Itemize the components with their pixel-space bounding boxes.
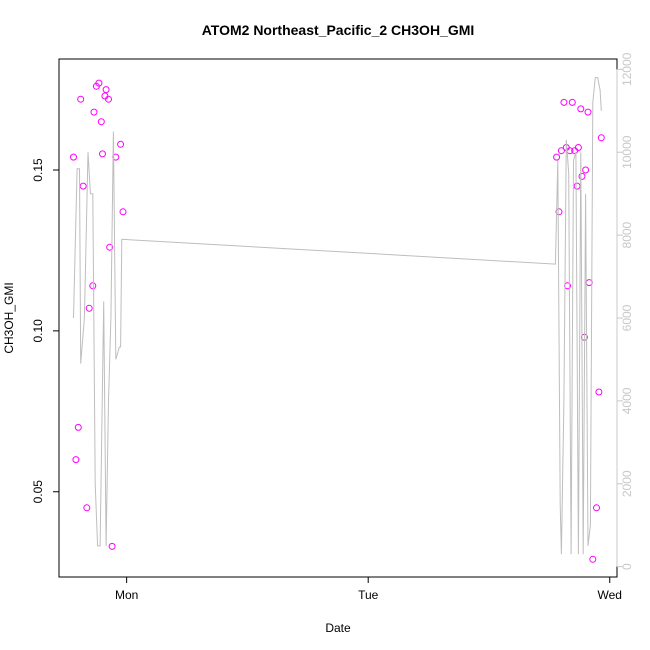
data-point xyxy=(593,504,600,512)
data-point xyxy=(119,208,127,216)
chart-title: ATOM2 Northeast_Pacific_2 CH3OH_GMI xyxy=(202,22,475,38)
data-point xyxy=(108,542,116,550)
data-point xyxy=(597,134,605,142)
y-tick-label: 0.05 xyxy=(31,480,45,504)
data-point xyxy=(79,182,87,190)
ch3oh-points xyxy=(70,79,605,563)
data-point xyxy=(97,118,105,126)
data-point xyxy=(595,388,603,396)
y-tick-label: 0.15 xyxy=(31,158,45,182)
data-point xyxy=(85,304,93,312)
data-point xyxy=(584,108,592,116)
data-point xyxy=(589,555,597,563)
data-point xyxy=(102,86,110,94)
data-point xyxy=(70,153,77,161)
y2-tick-label: 8000 xyxy=(620,221,634,248)
y2-tick-label: 12000 xyxy=(620,52,634,86)
data-point xyxy=(77,95,85,103)
data-point xyxy=(577,105,585,113)
altitude-line xyxy=(73,77,602,555)
data-point xyxy=(557,147,565,155)
data-point xyxy=(105,95,112,103)
data-point xyxy=(117,140,125,148)
plot-frame xyxy=(58,58,618,578)
x-tick-label: Mon xyxy=(115,588,138,602)
data-point xyxy=(582,166,590,174)
x-axis-label: Date xyxy=(325,621,351,635)
data-point xyxy=(89,282,97,290)
data-point xyxy=(106,243,114,251)
y2-tick-label: 4000 xyxy=(620,387,634,414)
y-tick-label: 0.10 xyxy=(31,319,45,343)
data-point xyxy=(555,208,563,216)
y2-tick-label: 0 xyxy=(620,563,634,570)
x-tick-label: Tue xyxy=(358,588,379,602)
axes-layer: Mon Tue Wed 0.05 0.10 0.15 0 2000 4000 6000 8000 10… xyxy=(31,52,634,602)
data-point xyxy=(83,504,91,512)
data-point xyxy=(74,423,82,431)
data-point xyxy=(72,456,80,464)
data-point xyxy=(574,144,582,151)
y-axis-label: CH3OH_GMI xyxy=(2,282,16,353)
y2-tick-label: 2000 xyxy=(620,470,634,497)
data-point xyxy=(560,98,568,106)
data-point xyxy=(553,153,561,161)
y2-tick-label: 10000 xyxy=(620,135,634,169)
x-tick-label: Wed xyxy=(598,588,622,602)
data-point xyxy=(573,182,581,190)
data-point xyxy=(101,92,109,100)
data-point xyxy=(90,108,98,116)
data-point xyxy=(578,172,586,180)
data-point xyxy=(99,150,106,158)
data-point xyxy=(95,79,103,87)
plot-area xyxy=(58,58,618,578)
y2-tick-label: 6000 xyxy=(620,304,634,331)
data-point xyxy=(568,98,576,106)
series-layer xyxy=(70,77,605,563)
